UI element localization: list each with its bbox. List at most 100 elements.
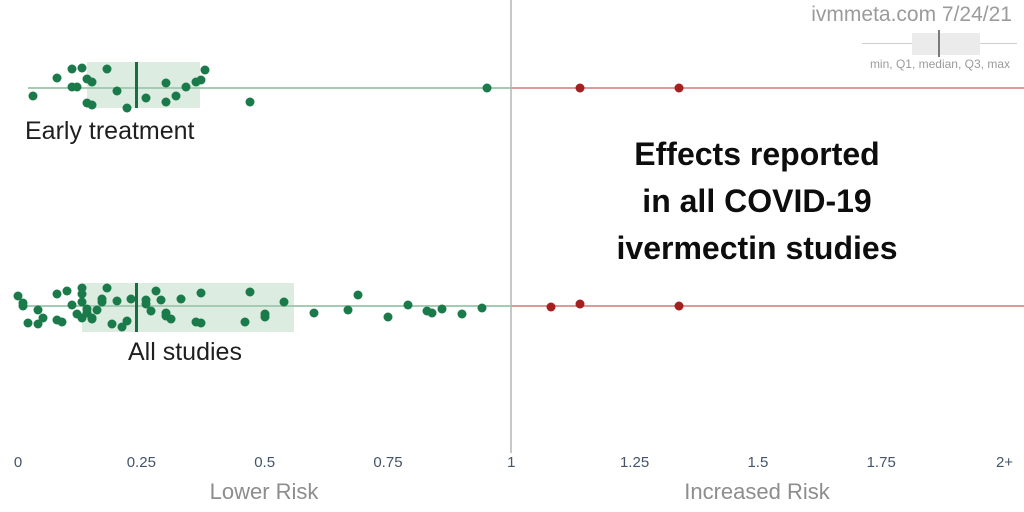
study-dot-lower [151,286,161,295]
study-dot-lower [122,316,131,325]
row-label-early-treatment: Early treatment [25,117,195,145]
study-dot-higher [674,301,684,310]
study-dot-lower [427,308,437,317]
study-dot-lower [38,313,48,322]
study-dot-lower [161,78,171,87]
chart-title-line1: Effects reported [634,136,880,172]
study-dot-lower [146,306,156,315]
study-dot-lower [260,312,270,321]
median-line [135,62,139,108]
x-axis-tick-1: 1 [507,454,516,471]
study-dot-lower [112,86,122,95]
study-dot-lower [353,290,363,299]
legend-caption: min, Q1, median, Q3, max [869,57,1010,71]
study-dot-lower [87,314,97,323]
study-dot-lower [403,300,413,309]
study-dot-lower [176,294,186,303]
study-dot-lower [240,317,250,326]
study-dot-lower [82,98,92,107]
study-dot-lower [383,312,393,321]
study-dot-lower [141,295,151,304]
study-dot-lower [67,64,77,73]
study-dot-lower [477,303,487,312]
chart-title-line3: ivermectin studies [616,230,898,266]
chart-title: Effects reported in all COVID-19 ivermec… [617,131,898,272]
study-dot-lower [72,309,82,318]
source-watermark: ivmmeta.com 7/24/21 [811,3,1012,26]
row-label-all-studies: All studies [128,338,242,366]
x-axis-tick-1.25: 1.25 [619,454,650,471]
chart-title-line2: in all COVID-19 [642,183,872,219]
study-dot-lower [196,288,205,297]
study-dot-lower [62,286,72,295]
study-dot-lower [245,287,255,296]
study-dot-lower [161,97,171,106]
study-dot-lower [82,74,92,83]
study-dot-lower [82,308,92,317]
study-dot-lower [57,317,67,326]
study-dot-lower [77,313,87,322]
whisker-lower [19,304,512,307]
study-dot-higher [575,83,585,92]
study-dot-lower [171,91,181,100]
study-dot-lower [102,283,112,292]
study-dot-lower [457,309,467,318]
study-dot-lower [67,300,77,309]
study-dot-lower [77,289,87,298]
study-dot-lower [343,305,353,314]
study-dot-lower [141,93,151,102]
study-dot-lower [97,294,107,303]
median-line [135,283,139,332]
study-dot-lower [200,65,210,74]
whisker-higher [511,86,1024,89]
study-dot-lower [67,82,77,91]
study-dot-lower [13,291,23,300]
study-dot-lower [18,301,28,310]
reference-line-x1 [510,0,512,453]
study-dot-lower [23,318,33,327]
study-dot-lower [422,306,432,315]
study-dot-lower [102,64,112,73]
x-axis-tick-0.75: 0.75 [373,454,403,471]
x-axis-label-lower-risk: Lower Risk [209,479,319,504]
x-axis-tick-0.5: 0.5 [254,454,276,471]
study-dot-lower [117,322,127,331]
study-dot-higher [674,83,684,92]
study-dot-lower [87,77,97,86]
study-dot-lower [122,103,131,112]
study-dot-lower [52,73,62,82]
study-dot-lower [245,97,255,106]
study-dot-lower [126,294,136,303]
study-dot-lower [28,91,38,100]
x-axis-tick-0.25: 0.25 [126,454,156,471]
study-dot-lower [72,82,82,91]
legend-box-icon [912,33,980,55]
x-axis-tick-0: 0 [13,454,23,471]
study-dot-lower [156,295,166,304]
study-dot-lower [52,315,62,324]
whisker-lower [27,86,512,89]
study-dot-lower [437,304,447,313]
study-dot-lower [196,75,205,84]
study-dot-lower [92,305,102,314]
study-dot-lower [77,283,87,292]
study-dot-lower [77,297,87,306]
x-axis-label-increased-risk: Increased Risk [684,479,830,504]
study-dot-lower [33,319,43,328]
study-dot-lower [191,77,201,86]
whisker-higher [511,304,1024,307]
study-dot-lower [112,296,122,305]
x-axis-tick-2plus: 2+ [995,454,1014,471]
study-dot-lower [33,305,43,314]
x-axis-tick-1.5: 1.5 [747,454,769,471]
study-dot-lower [87,100,97,109]
study-dot-lower [181,82,191,91]
study-dot-higher [546,302,556,311]
study-dot-lower [52,289,62,298]
study-dot-lower [166,314,176,323]
x-axis-tick-1.75: 1.75 [866,454,896,471]
study-dot-higher [575,299,585,308]
study-dot-lower [107,319,117,328]
study-dot-lower [309,308,319,317]
